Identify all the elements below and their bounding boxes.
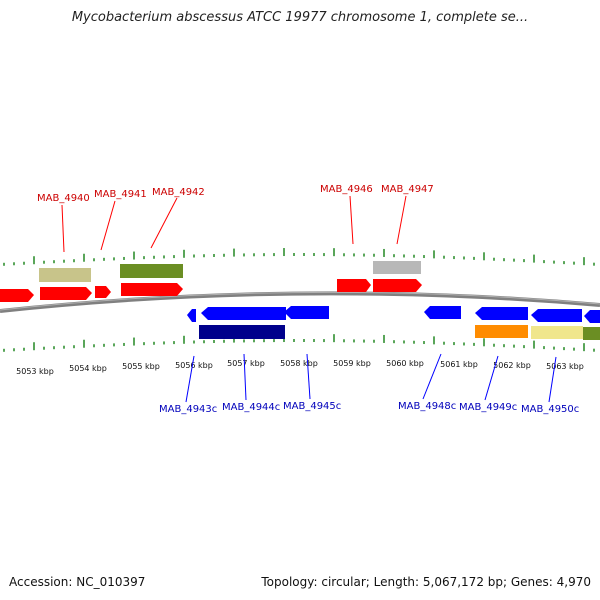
tick-label: 5056 kbp (175, 361, 213, 370)
forward-gene-labels: MAB_4940 MAB_4941 MAB_4942 MAB_4946 MAB_4947 (37, 184, 434, 253)
chromosome-backbone-highlight (0, 291, 600, 311)
chromosome-backbone (0, 291, 600, 313)
gene-arrow-mab-4944c[interactable] (201, 307, 286, 320)
leader-line (243, 353, 247, 401)
leader-line (61, 204, 65, 253)
tick-label: 5061 kbp (440, 360, 478, 369)
gene-arrow-mab-4940[interactable] (40, 287, 92, 300)
gene-label[interactable]: MAB_4950c (521, 404, 579, 415)
gene-arrow-mab-4942[interactable] (121, 283, 183, 296)
feature-orange-1[interactable] (475, 325, 528, 338)
feature-khaki-1[interactable] (39, 268, 91, 282)
reverse-strand (187, 306, 600, 340)
gene-label[interactable]: MAB_4940 (37, 193, 90, 204)
gene-arrow-mab-4946[interactable] (337, 279, 371, 292)
tick-label: 5054 kbp (69, 364, 107, 373)
gene-arrow-mab-4950c[interactable] (531, 309, 582, 322)
feature-navy-1[interactable] (199, 325, 285, 339)
gene-arrow-mab-4943c[interactable] (187, 309, 196, 322)
gene-label[interactable]: MAB_4948c (398, 401, 456, 412)
gene-label[interactable]: MAB_4947 (381, 184, 434, 195)
leader-line (349, 195, 354, 245)
tick-label: 5053 kbp (16, 367, 54, 376)
tick-row-top (3, 248, 595, 266)
tick-label: 5057 kbp (227, 359, 265, 368)
leader-line (422, 353, 442, 400)
gene-arrow-pre-4940[interactable] (0, 289, 34, 302)
gene-arrow-mab-4948c[interactable] (424, 306, 461, 319)
reverse-gene-labels: MAB_4943c MAB_4944c MAB_4945c MAB_4948c MAB_… (159, 353, 579, 415)
leader-line (100, 200, 116, 251)
tick-label: 5062 kbp (493, 361, 531, 370)
gene-label[interactable]: MAB_4946 (320, 184, 373, 195)
leader-line (548, 356, 557, 403)
tick-row-bottom (3, 334, 595, 352)
leader-line (185, 355, 195, 403)
gene-label[interactable]: MAB_4949c (459, 402, 517, 413)
topology-summary: Topology: circular; Length: 5,067,172 bp… (261, 575, 591, 589)
tick-label: 5060 kbp (386, 359, 424, 368)
feature-olive-1[interactable] (120, 264, 183, 278)
map-title: Mycobacterium abscessus ATCC 19977 chrom… (71, 10, 529, 25)
gene-arrow-mab-4945c[interactable] (284, 306, 329, 319)
gene-label[interactable]: MAB_4942 (152, 187, 205, 198)
feature-gray-1[interactable] (373, 261, 421, 274)
feature-olive-2[interactable] (583, 327, 600, 340)
tick-label: 5063 kbp (546, 362, 584, 371)
gene-arrow-mab-4941[interactable] (95, 286, 111, 298)
gene-label[interactable]: MAB_4944c (222, 402, 280, 413)
tick-label: 5059 kbp (333, 359, 371, 368)
tick-label: 5055 kbp (122, 362, 160, 371)
gene-label[interactable]: MAB_4945c (283, 401, 341, 412)
leader-line (396, 195, 407, 245)
forward-strand (0, 261, 422, 302)
gene-label[interactable]: MAB_4941 (94, 189, 147, 200)
tick-labels: 5053 kbp 5054 kbp 5055 kbp 5056 kbp 5057 kbp… (16, 359, 584, 376)
accession-text: Accession: NC_010397 (9, 575, 146, 589)
leader-line (150, 197, 178, 249)
gene-arrow-mab-4949c[interactable] (475, 307, 528, 320)
tick-label: 5058 kbp (280, 359, 318, 368)
gene-arrow-post-4950c[interactable] (584, 310, 600, 323)
leader-line (484, 355, 499, 401)
feature-lightyellow-1[interactable] (531, 326, 583, 339)
gene-label[interactable]: MAB_4943c (159, 404, 217, 415)
gene-arrow-mab-4947[interactable] (373, 279, 422, 292)
leader-line (306, 353, 311, 400)
